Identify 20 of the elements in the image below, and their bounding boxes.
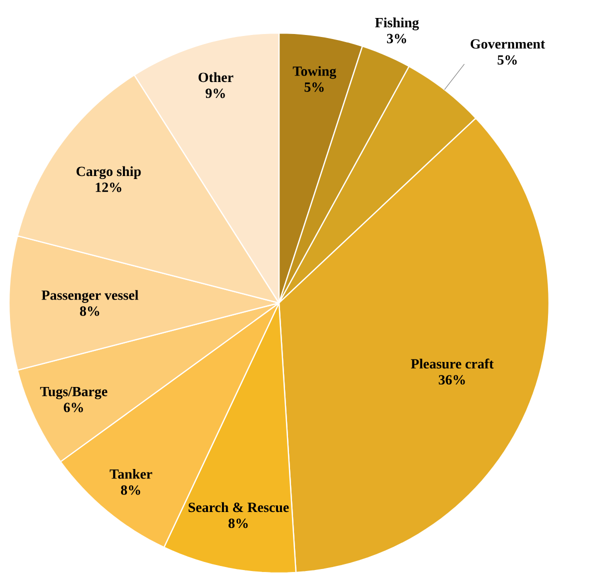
slice-label: Towing bbox=[292, 66, 336, 79]
data-label: 9% bbox=[206, 88, 225, 98]
data-label: 8% bbox=[80, 306, 100, 316]
slice-label: Tanker bbox=[110, 469, 152, 479]
data-label: 8% bbox=[121, 485, 140, 495]
data-label: 3% bbox=[387, 34, 406, 44]
data-label: 36% bbox=[438, 375, 465, 385]
data-label: 12% bbox=[96, 182, 122, 192]
data-label: 5% bbox=[498, 55, 517, 65]
slice-label: Pleasure craft bbox=[410, 358, 494, 369]
slice-label: Passenger vessel bbox=[42, 290, 138, 303]
slice-label: Fishing bbox=[375, 18, 419, 30]
data-label: 6% bbox=[64, 402, 83, 412]
slice-label: Tugs/Barge bbox=[40, 386, 108, 400]
slice-label: Government bbox=[470, 39, 546, 49]
data-label: 5% bbox=[304, 82, 324, 92]
data-label: 8% bbox=[228, 518, 248, 528]
slice-label: Search & Rescue bbox=[188, 502, 289, 512]
slice-label: Other bbox=[198, 72, 234, 82]
slice-label: Cargo ship bbox=[76, 166, 141, 180]
